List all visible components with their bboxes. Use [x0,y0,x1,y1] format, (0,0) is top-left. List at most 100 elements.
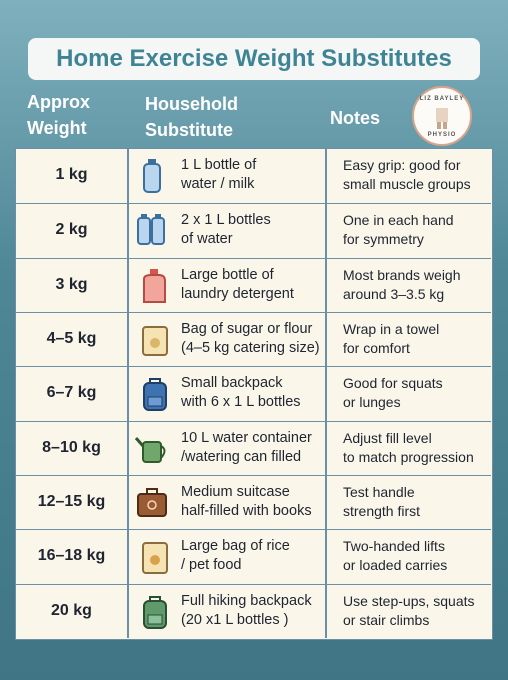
col-header: Approx Weight [27,89,90,141]
substitute-line: 2 x 1 L bottles [181,212,271,229]
table-row: 20 kg Full hiking backpack Use step-ups, s… [16,583,491,638]
notes-line: strength first [343,503,421,520]
substitute-line: of water [181,231,233,248]
table-row: 2 kg 2 x 1 L bottles One in each hand of wa… [16,203,491,258]
notes-line: Use step-ups, squats [343,592,475,609]
notes-line: Two-handed lifts [343,538,445,555]
notes-line: or lunges [343,394,401,411]
notes-line: Most brands weigh [343,266,461,283]
icon [139,157,173,200]
divider [127,530,129,584]
table-row: 12–15 kg Medium suitcase Test handle half-f… [16,475,491,530]
substitute-line: Large bag of rice [181,538,290,555]
divider [325,313,327,367]
substitute-line: half-filled with books [181,503,312,520]
substitute-line: /watering can filled [181,448,302,465]
header-line: Notes [330,108,381,128]
notes-line: Adjust fill level [343,429,432,446]
table-row: 3 kg Large bottle of Most brands weigh laun… [16,257,491,312]
icon-shape [134,436,166,463]
substitute-line: 1 L bottle of [181,157,257,174]
divider [325,530,327,584]
logo-text: LIZ BAYLEY [419,96,465,102]
notes-line: Easy grip: good for [343,157,461,174]
weight: 8–10 kg [42,438,101,456]
table-row: 1 kg 1 L bottle of Easy grip: good for wate… [16,149,491,204]
table: 1 kg 1 L bottle of Easy grip: good for wate… [15,148,493,640]
col-header: Household Substitute [145,91,238,143]
substitute-line: Medium suitcase [181,484,290,501]
icon-shape [143,268,166,303]
substitute-line: Small backpack [181,375,283,392]
title: Home Exercise Weight Substitutes [28,38,480,80]
notes-line: Good for squats [343,375,443,392]
notes-line: around 3–3.5 kg [343,285,445,302]
divider [127,149,129,204]
icon [139,593,173,636]
substitute-line: Bag of sugar or flour [181,321,313,338]
weight: 1 kg [55,166,88,184]
notes-line: small muscle groups [343,176,471,193]
notes-line: Wrap in a towel [343,321,440,338]
divider [127,421,129,475]
divider [325,421,327,475]
notes-line: for symmetry [343,231,424,248]
divider [127,313,129,367]
divider [325,204,327,258]
icon-shape [137,488,167,518]
logo-figure [436,108,448,129]
weight: 16–18 kg [37,547,106,565]
divider [325,149,327,204]
substitute-line: Large bottle of [181,266,274,283]
notes-line: One in each hand [343,212,454,229]
table-row: 6–7 kg Small backpack Good for squats with … [16,366,491,421]
substitute-line: laundry detergent [181,285,294,302]
icon [135,212,169,255]
divider [127,584,129,638]
divider [127,476,129,530]
notes-line: or loaded carries [343,557,448,574]
substitute-line: 10 L water container [181,429,312,446]
icon [135,484,169,527]
header-line: Household [145,94,238,114]
divider [127,367,129,421]
divider [127,204,129,258]
icon [139,375,173,418]
table-row: 16–18 kg Large bag of rice Two-handed lift… [16,529,491,584]
header-line: Weight [27,118,87,138]
icon-shape [142,326,168,357]
weight: 2 kg [55,221,88,239]
logo: LIZ BAYLEY PHYSIO [412,86,472,146]
col-header: Notes [330,105,380,131]
icon-shape [143,378,167,412]
weight: 6–7 kg [46,384,97,402]
icon [139,538,173,581]
weight: 20 kg [51,601,92,619]
icon [139,321,173,364]
divider [325,584,327,638]
table-row: 4–5 kg Bag of sugar or flour Wrap in a tow… [16,312,491,367]
weight: 4–5 kg [46,330,97,348]
icon-shape [137,214,165,246]
substitute-line: (20 x1 L bottles ) [181,611,289,628]
weight: 12–15 kg [37,493,106,511]
notes-line: for comfort [343,340,410,357]
icon [134,430,169,473]
header-line: Approx [27,92,90,112]
icon-shape [143,595,167,629]
table-row: 8–10 kg 10 L water container Adjust fill l… [16,420,491,475]
substitute-line: (4–5 kg catering size) [181,340,320,357]
notes-line: or stair climbs [343,611,430,628]
header-line: Substitute [145,120,233,140]
divider [127,258,129,312]
divider [325,258,327,312]
divider [325,476,327,530]
divider [325,367,327,421]
logo-text: PHYSIO [427,132,457,138]
substitute-line: water / milk [181,176,255,193]
notes-line: to match progression [343,448,474,465]
substitute-line: Full hiking backpack [181,592,312,609]
icon-shape [143,159,161,194]
substitute-line: / pet food [181,557,242,574]
